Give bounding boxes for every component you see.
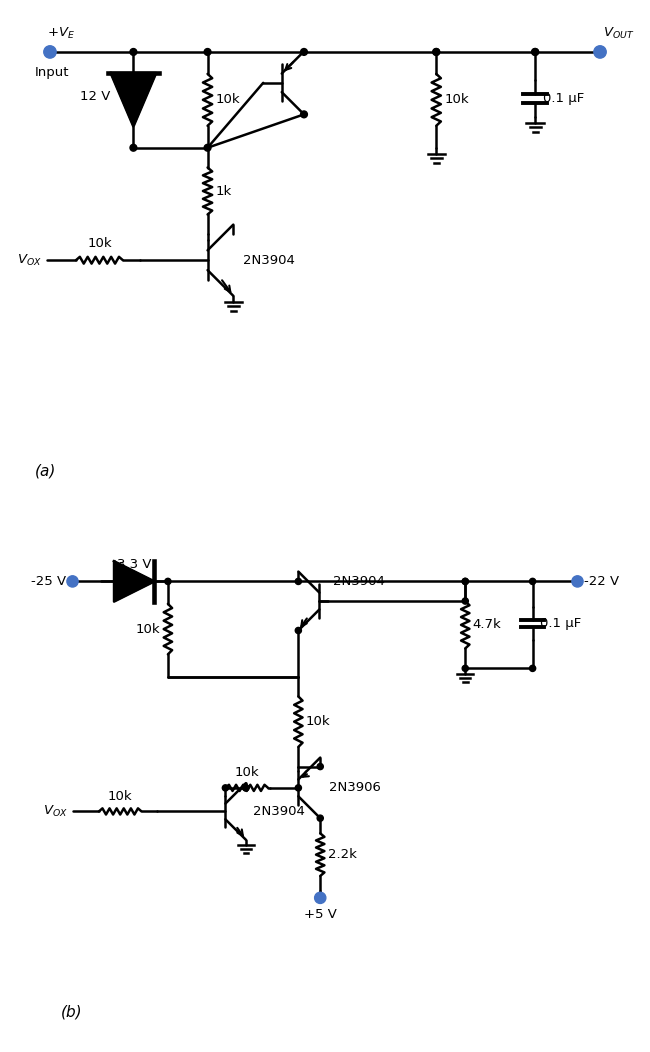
- Polygon shape: [114, 561, 155, 602]
- Text: 12 V: 12 V: [79, 90, 110, 103]
- Text: Input: Input: [34, 65, 69, 79]
- Text: -25 V: -25 V: [31, 574, 66, 588]
- Circle shape: [532, 48, 539, 56]
- Circle shape: [242, 785, 249, 791]
- Text: 4.7k: 4.7k: [473, 619, 501, 631]
- Circle shape: [44, 45, 56, 58]
- Circle shape: [295, 785, 302, 791]
- Text: 0.1 μF: 0.1 μF: [540, 616, 581, 630]
- Circle shape: [572, 575, 583, 587]
- Text: $V_{OX}$: $V_{OX}$: [43, 804, 68, 820]
- Circle shape: [317, 764, 323, 770]
- Circle shape: [295, 579, 302, 585]
- Text: 10k: 10k: [108, 790, 133, 803]
- Circle shape: [433, 48, 439, 56]
- Circle shape: [300, 110, 307, 118]
- Circle shape: [462, 665, 469, 671]
- Text: 10k: 10k: [306, 715, 330, 728]
- Circle shape: [530, 579, 536, 585]
- Circle shape: [130, 144, 136, 151]
- Circle shape: [315, 892, 326, 904]
- Text: (a): (a): [34, 463, 56, 479]
- Circle shape: [462, 579, 469, 585]
- Text: $+V_E$: $+V_E$: [47, 25, 75, 41]
- Polygon shape: [111, 73, 156, 126]
- Circle shape: [462, 579, 469, 585]
- Text: 2.2k: 2.2k: [328, 848, 356, 862]
- Text: 10k: 10k: [136, 623, 161, 635]
- Text: 10k: 10k: [235, 766, 259, 778]
- Text: -22 V: -22 V: [584, 574, 619, 588]
- Circle shape: [204, 48, 211, 56]
- Circle shape: [204, 144, 211, 151]
- Circle shape: [130, 48, 136, 56]
- Text: +5 V: +5 V: [304, 908, 337, 920]
- Circle shape: [433, 48, 439, 56]
- Text: 10k: 10k: [445, 94, 469, 106]
- Circle shape: [222, 785, 229, 791]
- Circle shape: [594, 45, 606, 58]
- Text: 10k: 10k: [87, 238, 112, 250]
- Circle shape: [317, 815, 323, 822]
- Text: 0.1 μF: 0.1 μF: [543, 92, 584, 105]
- Text: 1k: 1k: [216, 184, 232, 198]
- Text: $V_{OUT}$: $V_{OUT}$: [603, 25, 634, 41]
- Text: 2N3904: 2N3904: [242, 254, 294, 267]
- Circle shape: [462, 598, 469, 604]
- Circle shape: [300, 48, 307, 56]
- Text: 2N3904: 2N3904: [253, 805, 305, 818]
- Circle shape: [530, 665, 536, 671]
- Text: 2N3906: 2N3906: [329, 782, 380, 794]
- Text: 3.3 V: 3.3 V: [117, 559, 151, 571]
- Circle shape: [242, 785, 249, 791]
- Circle shape: [532, 48, 539, 56]
- Text: 10k: 10k: [216, 94, 240, 106]
- Circle shape: [295, 627, 302, 633]
- Text: 2N3904: 2N3904: [333, 574, 385, 588]
- Circle shape: [165, 579, 171, 585]
- Text: $V_{OX}$: $V_{OX}$: [17, 252, 42, 268]
- Circle shape: [67, 575, 78, 587]
- Text: (b): (b): [61, 1004, 83, 1019]
